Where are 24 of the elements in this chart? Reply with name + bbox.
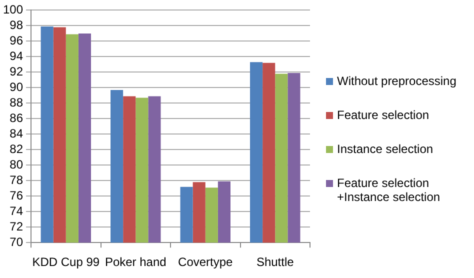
y-tick-label: 80 (10, 157, 24, 172)
y-tick-label: 78 (10, 172, 24, 187)
y-tick-label: 76 (10, 188, 24, 202)
x-tick-label: Poker hand (104, 255, 166, 270)
legend-label: Feature selection +Instance selection (337, 176, 442, 204)
y-tick-label: 72 (10, 219, 24, 234)
y-tick-label: 90 (10, 80, 24, 94)
y-tick-label: 92 (10, 64, 24, 78)
y-tick-label: 86 (10, 110, 24, 125)
y-tick-label: 100 (2, 2, 24, 17)
y-tick-label: 74 (10, 204, 24, 218)
y-tick-label: 96 (10, 34, 24, 48)
x-tick-label: Shuttle (256, 255, 294, 270)
y-tick-label: 82 (10, 142, 24, 156)
legend-label: Instance selection (337, 142, 434, 156)
y-tick-label: 98 (10, 18, 24, 32)
x-tick-label: KDD Cup 99 (32, 255, 100, 270)
y-tick-label: 70 (10, 234, 24, 249)
legend-label: Without preprocessing (337, 74, 456, 88)
y-tick-label: 84 (10, 126, 24, 140)
legend-label: Feature selection (337, 108, 430, 122)
y-tick-label: 94 (10, 48, 24, 63)
y-tick-label: 88 (10, 95, 24, 110)
x-tick-label: Covertype (178, 255, 234, 270)
